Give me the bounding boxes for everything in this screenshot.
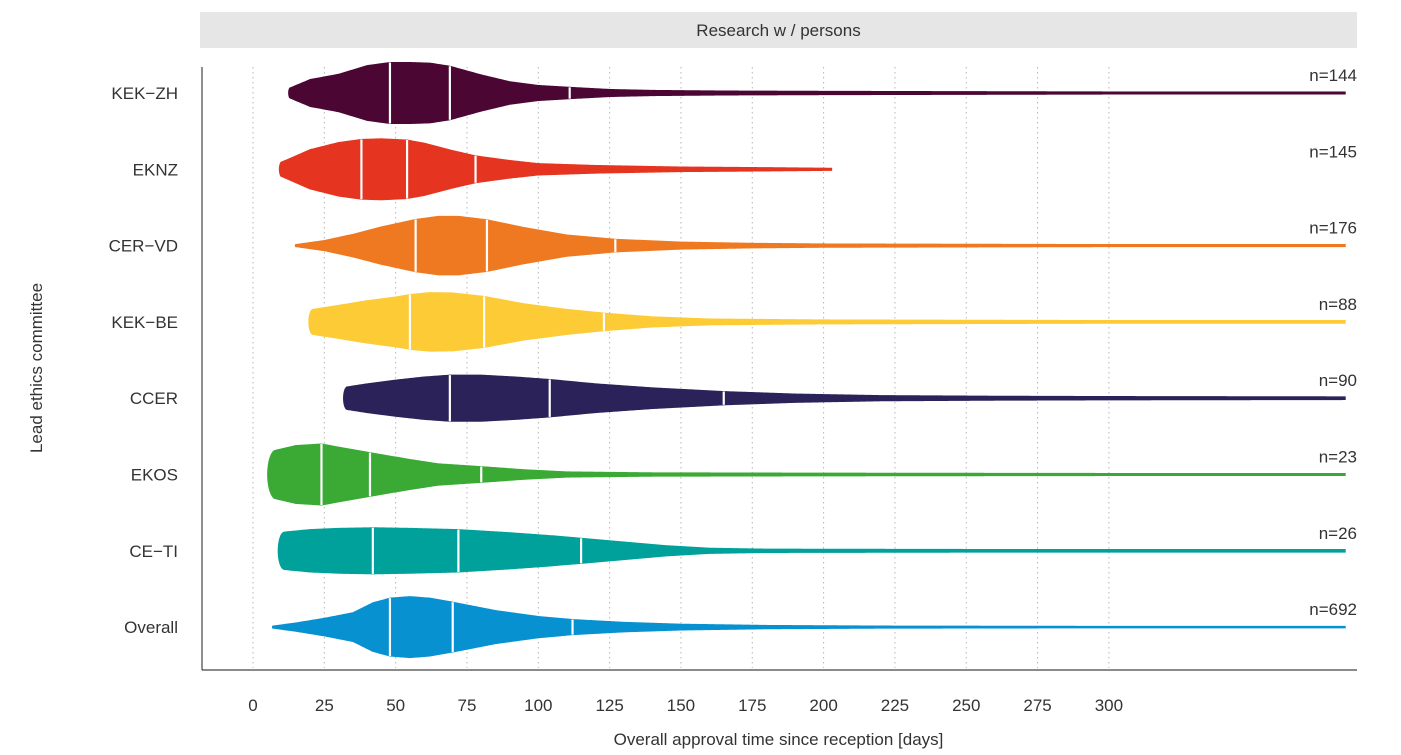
x-tick-label: 100 xyxy=(524,696,552,715)
violin-shape xyxy=(308,292,1346,352)
violin-shape xyxy=(343,374,1346,422)
category-label: EKNZ xyxy=(133,160,178,179)
y-axis-title: Lead ethics committee xyxy=(27,283,46,453)
sample-size-label: n=88 xyxy=(1319,295,1357,314)
category-label: KEK−BE xyxy=(111,313,178,332)
x-tick-label: 200 xyxy=(809,696,837,715)
category-label: Overall xyxy=(124,618,178,637)
violin-shape xyxy=(277,527,1346,575)
violin-4 xyxy=(343,374,1346,422)
violins xyxy=(267,62,1346,659)
category-labels: KEK−ZH EKNZ CER−VD KEK−BE CCER EKOS CE−TI Overa… xyxy=(109,84,178,637)
sample-size-label: n=145 xyxy=(1309,142,1357,161)
violin-2 xyxy=(294,215,1346,276)
x-tick-label: 250 xyxy=(952,696,980,715)
panel-strip xyxy=(200,12,1357,48)
violin-shape xyxy=(278,138,833,201)
category-label: KEK−ZH xyxy=(111,84,178,103)
x-tick-label: 225 xyxy=(881,696,909,715)
sample-size-label: n=90 xyxy=(1319,371,1357,390)
violin-6 xyxy=(277,527,1346,575)
violin-shape xyxy=(294,215,1346,276)
violin-5 xyxy=(267,443,1346,506)
violin-0 xyxy=(288,62,1346,124)
panel-title: Research w / persons xyxy=(696,21,860,40)
x-tick-label: 150 xyxy=(667,696,695,715)
violin-1 xyxy=(278,138,833,201)
x-tick-label: 25 xyxy=(315,696,334,715)
x-tick-label: 75 xyxy=(458,696,477,715)
x-tick-label: 300 xyxy=(1095,696,1123,715)
x-tick-label: 0 xyxy=(248,696,257,715)
violin-shape xyxy=(271,596,1346,659)
sample-size-label: n=176 xyxy=(1309,219,1357,238)
x-tick-label: 125 xyxy=(595,696,623,715)
violin-3 xyxy=(308,292,1346,352)
category-label: CE−TI xyxy=(129,542,178,561)
violin-shape xyxy=(267,443,1346,506)
sample-size-label: n=26 xyxy=(1319,524,1357,543)
x-tick-labels: 0 25 50 75 100 125 150 175 200 225 250 275 300 xyxy=(248,696,1123,715)
category-label: EKOS xyxy=(131,466,178,485)
sample-size-label: n=144 xyxy=(1309,66,1357,85)
n-labels: n=144 n=145 n=176 n=88 n=90 n=23 n=26 n=692 xyxy=(1309,66,1357,619)
sample-size-label: n=692 xyxy=(1309,600,1357,619)
x-axis-title: Overall approval time since reception [d… xyxy=(614,730,944,749)
category-label: CCER xyxy=(130,389,178,408)
x-tick-label: 50 xyxy=(386,696,405,715)
violin-7 xyxy=(271,596,1346,659)
x-tick-label: 275 xyxy=(1023,696,1051,715)
x-tick-label: 175 xyxy=(738,696,766,715)
violin-shape xyxy=(288,62,1346,124)
category-label: CER−VD xyxy=(109,237,178,256)
sample-size-label: n=23 xyxy=(1319,448,1357,467)
